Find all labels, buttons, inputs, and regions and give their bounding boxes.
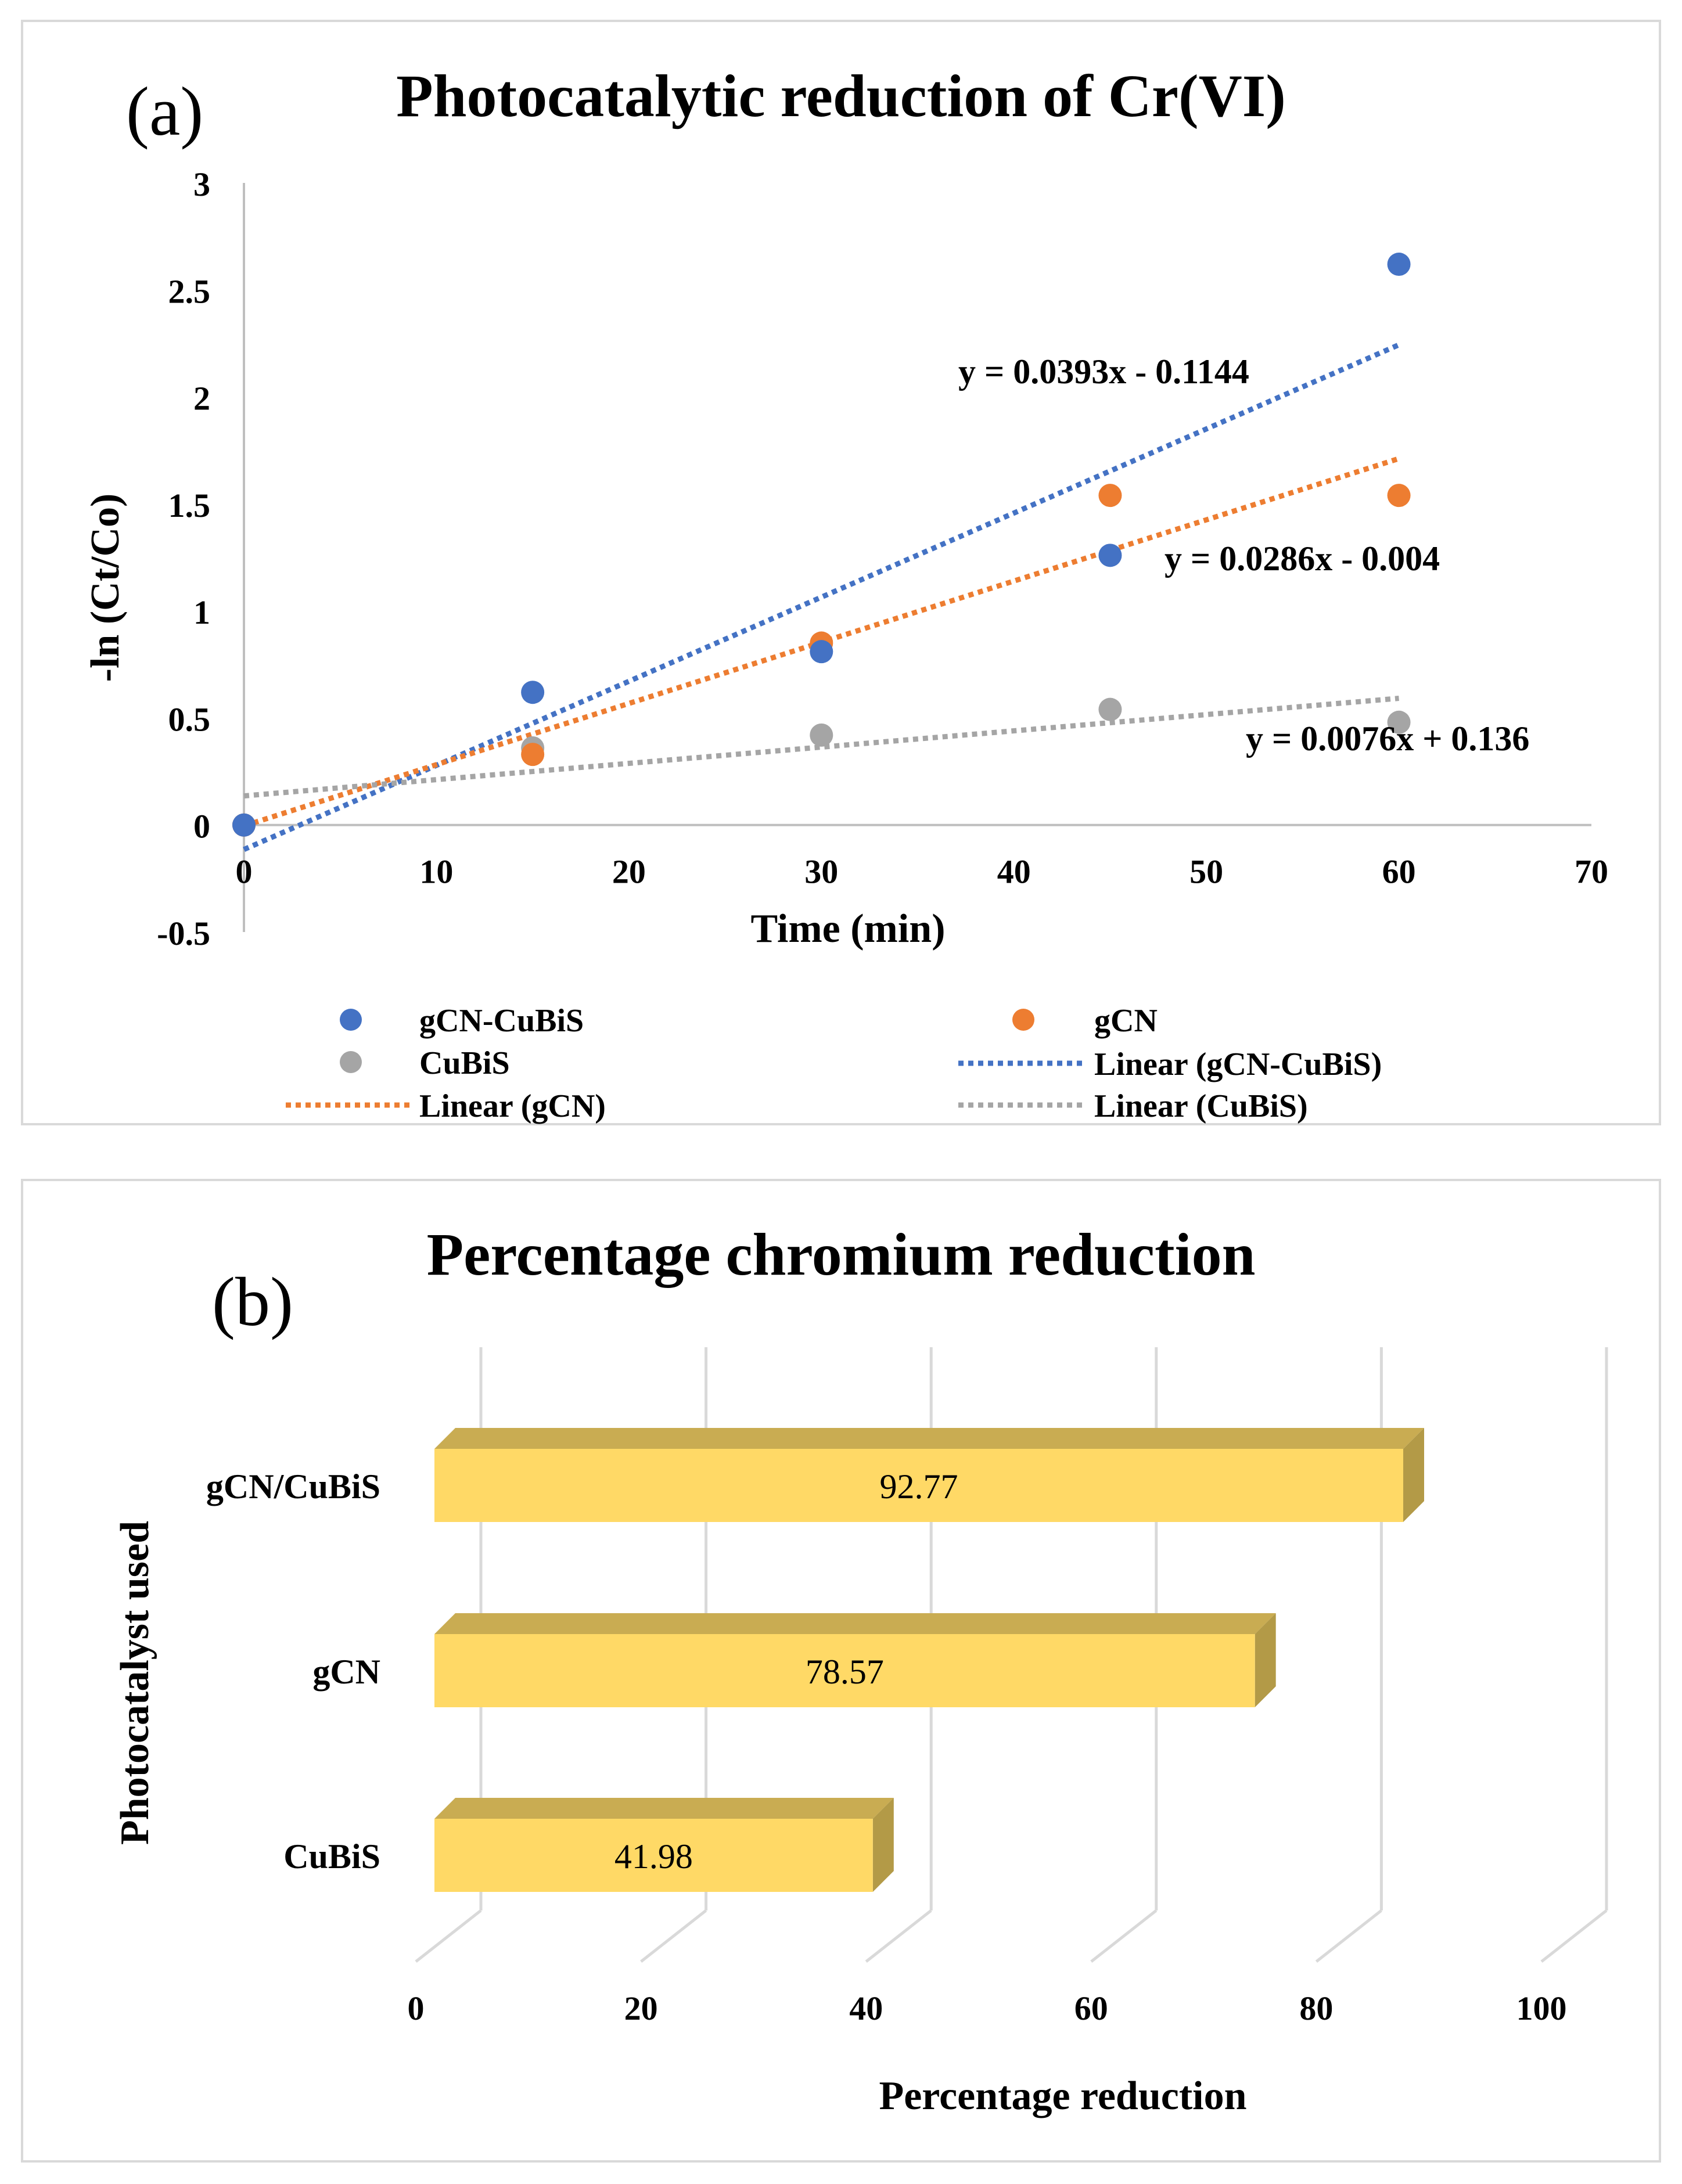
x-tick-label: 0 — [408, 1989, 425, 2027]
x-tick-label: 40 — [997, 853, 1031, 891]
y-tick-label: 0.5 — [168, 700, 211, 738]
point-gcn — [521, 743, 545, 767]
bar-top-face — [434, 1613, 1276, 1634]
bar-cubis — [434, 1819, 873, 1892]
x-tick-label: 50 — [1189, 853, 1223, 891]
chart-a-x-label: Time (min) — [750, 906, 945, 951]
bar-top-face — [434, 1798, 894, 1819]
legend-label-linear-gcn-cubis: Linear (gCN-CuBiS) — [1094, 1046, 1382, 1082]
y-tick-label: 1 — [193, 593, 210, 631]
x-tick-label: 40 — [849, 1989, 883, 2027]
y-tick-label: 2 — [193, 380, 210, 418]
point-gcn-cubis — [232, 813, 256, 837]
y-tick-label: 1.5 — [168, 487, 211, 524]
legend-marker-cubis — [340, 1051, 362, 1073]
chart-a-title: Photocatalytic reduction of Cr(VI) — [396, 63, 1286, 129]
legend-item-linear-cubis: Linear (CuBiS) — [958, 1088, 1308, 1124]
bar-side-face — [872, 1798, 894, 1892]
legend-label-cubis: CuBiS — [419, 1045, 510, 1081]
floor-gridline — [1315, 1909, 1382, 1963]
bar-side-face — [1255, 1613, 1276, 1707]
floor-gridline — [1090, 1909, 1158, 1963]
x-tick-label: 20 — [624, 1989, 658, 2027]
point-gcn-cubis — [1387, 253, 1411, 276]
legend-item-linear-gcn-cubis: Linear (gCN-CuBiS) — [958, 1046, 1382, 1082]
x-tick-label: 20 — [612, 853, 646, 891]
trendline-equation-cubis: y = 0.0076x + 0.136 — [1246, 719, 1529, 758]
legend-marker-gcn — [1012, 1009, 1034, 1031]
legend-item-gcn: gCN — [1012, 1003, 1158, 1039]
x-tick-label: 60 — [1382, 853, 1416, 891]
bar-side-face — [1403, 1428, 1425, 1522]
legend-label-gcn: gCN — [1094, 1003, 1158, 1039]
floor-gridline — [640, 1909, 707, 1963]
chart-a-x-ticks: 0 10 20 30 40 50 60 70 — [236, 853, 1609, 891]
panel-a: (a) Photocatalytic reduction of Cr(VI) -… — [21, 20, 1661, 1125]
y-tick-label: 3 — [193, 165, 210, 203]
data-label: 78.57 — [806, 1653, 884, 1691]
category-label: gCN — [312, 1653, 380, 1691]
trendline-equation-gcn-cubis: y = 0.0393x - 0.1144 — [958, 352, 1249, 391]
data-label: 92.77 — [880, 1467, 958, 1506]
data-label: 41.98 — [614, 1837, 693, 1876]
chart-a-y-label: -ln (Ct/Co) — [83, 494, 128, 682]
x-tick-label: 0 — [236, 853, 253, 891]
floor-gridline — [865, 1909, 932, 1963]
x-tick-label: 100 — [1516, 1989, 1567, 2027]
x-tick-label: 70 — [1575, 853, 1608, 891]
legend-label-gcn-cubis: gCN-CuBiS — [419, 1003, 584, 1039]
category-label: CuBiS — [283, 1837, 380, 1876]
point-cubis — [1098, 697, 1122, 721]
floor-gridline — [415, 1909, 482, 1963]
category-label: gCN/CuBiS — [206, 1467, 380, 1506]
chart-a-y-ticks: -0.5 0 0.5 1 1.5 2 2.5 3 — [157, 165, 210, 952]
chart-b-bars: gCN/CuBiS 92.77 gCN 78.57 CuBiS 41.98 — [206, 1428, 1425, 1892]
legend-label-linear-cubis: Linear (CuBiS) — [1094, 1088, 1308, 1124]
chart-a-points — [232, 253, 1411, 837]
panel-b-label: (b) — [212, 1263, 293, 1340]
y-tick-label: 0 — [193, 808, 210, 845]
floor-gridline — [1540, 1909, 1608, 1963]
bar-gcn — [434, 1634, 1255, 1707]
panel-b: (b) Percentage chromium reduction 0 20 40 6… — [21, 1179, 1661, 2163]
chart-a-legend: gCN-CuBiS gCN CuBiS Linear (gCN-CuBiS) L… — [286, 1003, 1382, 1124]
legend-item-linear-gcn: Linear (gCN) — [286, 1088, 606, 1124]
point-gcn-cubis — [521, 681, 545, 704]
bar-top-face — [434, 1428, 1425, 1449]
point-gcn — [1098, 484, 1122, 508]
chart-b-title: Percentage chromium reduction — [427, 1221, 1256, 1288]
y-tick-label: -0.5 — [157, 915, 210, 952]
chart-b-x-ticks: 0 20 40 60 80 100 — [408, 1989, 1567, 2027]
bar-gcn-cubis — [434, 1449, 1404, 1522]
x-tick-label: 10 — [419, 853, 453, 891]
chart-b-y-label: Photocatalyst used — [113, 1521, 157, 1845]
point-cubis — [810, 723, 833, 747]
point-gcn-cubis — [810, 640, 833, 664]
point-gcn — [1387, 484, 1411, 508]
trendline-equation-gcn: y = 0.0286x - 0.004 — [1165, 539, 1440, 578]
point-cubis — [1387, 710, 1411, 734]
x-tick-label: 60 — [1074, 1989, 1108, 2027]
y-tick-label: 2.5 — [168, 272, 211, 310]
panel-a-label: (a) — [126, 73, 203, 150]
legend-item-cubis: CuBiS — [340, 1045, 510, 1081]
point-gcn-cubis — [1098, 544, 1122, 567]
legend-marker-gcn-cubis — [340, 1009, 362, 1031]
legend-item-gcn-cubis: gCN-CuBiS — [340, 1003, 584, 1039]
panel-a-frame — [21, 20, 1661, 1125]
x-tick-label: 30 — [804, 853, 838, 891]
chart-b-x-label: Percentage reduction — [879, 2074, 1246, 2118]
chart-a-axes — [243, 183, 1591, 932]
x-tick-label: 80 — [1299, 1989, 1333, 2027]
legend-label-linear-gcn: Linear (gCN) — [419, 1088, 606, 1124]
